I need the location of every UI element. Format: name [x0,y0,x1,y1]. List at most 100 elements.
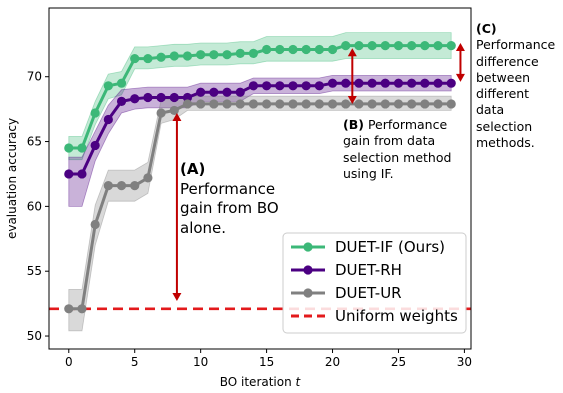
data-point [196,87,206,97]
annotation-arrows [172,43,465,302]
legend-label: DUET-RH [335,261,402,279]
data-point [433,41,443,51]
data-point [314,99,324,109]
data-point [235,48,245,58]
data-point [103,181,113,191]
data-point [407,41,417,51]
annotation-a-label: (A) [180,160,206,178]
annotation-b: (B) Performance gain from data selection… [343,117,478,182]
data-point [130,94,140,104]
annotation-a: (A) Performance gain from BO alone. [180,160,300,238]
data-point [90,140,100,151]
y-axis-title: evaluation accuracy [5,118,19,239]
legend-entry-1: DUET-IF (Ours) [291,238,445,256]
data-point [90,219,100,230]
data-point [116,181,127,191]
data-point [209,50,219,60]
data-point [288,44,298,55]
data-point [156,108,166,118]
x-axis: 0 5 10 15 20 25 30 [65,349,472,369]
legend-label: Uniform weights [335,307,458,325]
x-axis-title-var: t [296,375,302,389]
data-point [222,50,232,60]
annotation-a-text: Performance gain from BO alone. [180,179,279,237]
data-point [446,78,456,88]
data-point [222,99,232,109]
legend-box [282,232,467,334]
x-tick-label: 0 [65,355,73,369]
data-point [209,87,219,97]
data-point [407,78,417,88]
y-tick-label: 50 [27,329,42,343]
x-tick-label: 20 [325,355,340,369]
confidence-band-1 [68,32,452,161]
data-point [354,99,364,109]
data-point [182,92,193,103]
data-point [130,181,140,191]
legend: DUET-IF (Ours) DUET-RH DUET-UR Uniform weig… [282,232,467,334]
plot-frame [48,7,472,350]
data-point [433,99,443,109]
data-point [116,78,127,88]
data-point [222,87,232,97]
x-axis-title-text: BO iteration [220,375,292,389]
data-point [288,99,298,109]
data-point [169,105,179,116]
data-point [314,81,324,91]
x-tick-label: 5 [131,355,139,369]
data-point [341,99,351,109]
data-point [380,78,390,88]
data-point [77,169,87,179]
data-point [261,44,272,55]
data-point [367,99,377,109]
legend-entry-3: DUET-UR [291,284,402,302]
data-point [288,81,298,91]
y-tick-label: 65 [27,135,42,149]
data-point [393,41,404,51]
data-point [235,87,245,97]
data-point [143,92,153,103]
data-point [235,99,245,109]
data-point [327,44,338,55]
data-point [446,99,456,109]
data-point [261,81,272,91]
data-point [301,81,311,91]
data-point [130,53,140,64]
data-point [103,114,113,125]
data-point [301,99,311,109]
x-tick-label: 15 [259,355,274,369]
data-point [261,99,272,109]
data-point [77,304,87,314]
data-point [420,78,430,88]
data-point [275,81,285,91]
annotation-c: (C) Performance difference between diffe… [476,21,561,151]
data-point [248,99,259,109]
data-point [380,99,390,109]
data-point [393,99,404,109]
double-arrow-1 [172,113,182,302]
x-tick-label: 25 [391,355,406,369]
data-point [301,44,311,55]
data-point [341,41,351,51]
data-point [314,44,324,55]
annotation-b-label: (B) [343,117,364,132]
data-point [196,50,206,60]
data-point [327,99,338,109]
data-point [143,173,153,183]
data-point [182,51,193,61]
data-point [64,143,74,153]
data-point [380,41,390,51]
data-point [275,99,285,109]
legend-entry-4: Uniform weights [291,307,458,325]
data-point [367,41,377,51]
data-point [156,92,166,103]
annotation-c-text: Performance difference between different… [476,37,556,150]
data-point [64,169,74,179]
data-point [327,78,338,88]
data-point [275,44,285,55]
data-point [420,99,430,109]
data-point [433,78,443,88]
data-point [407,99,417,109]
data-point [156,52,166,62]
